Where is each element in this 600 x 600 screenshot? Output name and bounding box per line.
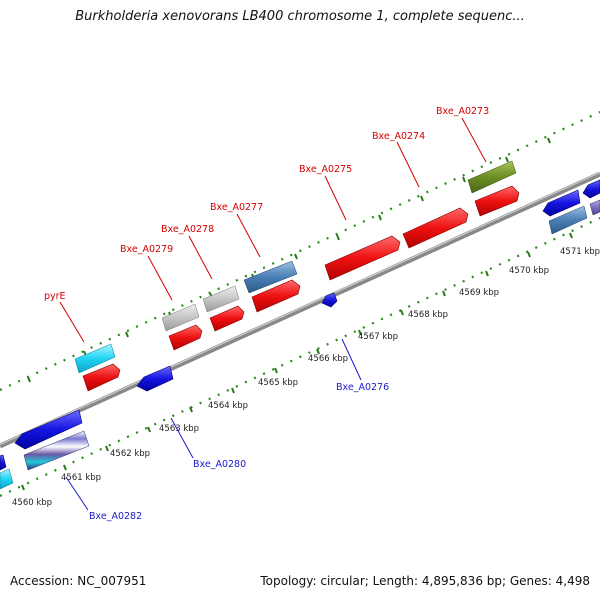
reverse-tick-axis <box>0 217 600 497</box>
gene-arrow-bxe-a0278[interactable] <box>209 305 245 332</box>
feature-block-gray[interactable] <box>202 285 240 313</box>
gene-arrow-bxe-a0282[interactable] <box>14 409 83 450</box>
gene-label[interactable]: Bxe_A0274 <box>372 131 425 142</box>
feature-block-steelblue[interactable] <box>243 260 298 294</box>
reverse-major-ticks <box>21 232 573 491</box>
gene-arrow-bxe-a0277[interactable] <box>251 279 301 313</box>
feature-block-cyan[interactable] <box>0 468 14 490</box>
scale-label: 4564 kbp <box>208 401 248 411</box>
feature-block-striped[interactable] <box>23 430 90 471</box>
gene-label[interactable]: Bxe_A0276 <box>336 382 389 393</box>
scale-label: 4561 kbp <box>61 473 101 483</box>
gene-arrow-right-edge[interactable] <box>582 179 600 199</box>
gene-label[interactable]: Bxe_A0278 <box>161 224 214 235</box>
gene-label[interactable]: Bxe_A0280 <box>193 459 246 470</box>
gene-arrow-left-edge[interactable] <box>0 454 7 471</box>
gene-arrow-right-edge[interactable] <box>542 189 581 217</box>
scale-label: 4569 kbp <box>459 288 499 298</box>
gene-arrow-pyre[interactable] <box>82 363 121 392</box>
topology-label: Topology: circular; Length: 4,895,836 bp… <box>260 574 590 588</box>
reverse-label-leaders <box>65 338 362 511</box>
gene-arrow-bxe-a0275[interactable] <box>324 235 401 281</box>
gene-label[interactable]: Bxe_A0275 <box>299 164 352 175</box>
scale-label: 4568 kbp <box>408 310 448 320</box>
scale-label: 4570 kbp <box>509 266 549 276</box>
scale-label: 4563 kbp <box>159 424 199 434</box>
chromosome-backbone-highlight <box>0 171 600 446</box>
scale-label: 4565 kbp <box>258 378 298 388</box>
accession-label: Accession: NC_007951 <box>10 574 147 588</box>
scale-label: 4571 kbp <box>560 247 600 257</box>
forward-tick-axis <box>0 111 600 391</box>
forward-features <box>74 160 517 374</box>
feature-block-steelblue[interactable] <box>548 205 588 235</box>
chromosome-backbone <box>0 171 600 449</box>
feature-block-gray[interactable] <box>161 303 200 332</box>
feature-block-cyan[interactable] <box>74 343 116 374</box>
scale-label: 4560 kbp <box>12 498 52 508</box>
gene-arrow-bxe-a0279[interactable] <box>168 324 203 351</box>
map-title: Burkholderia xenovorans LB400 chromosome… <box>75 9 525 24</box>
gene-arrow-bxe-a0273[interactable] <box>474 185 520 217</box>
scale-label: 4562 kbp <box>110 449 150 459</box>
scale-label: 4566 kbp <box>308 354 348 364</box>
gene-label[interactable]: Bxe_A0277 <box>210 202 263 213</box>
gene-label[interactable]: Bxe_A0282 <box>89 511 142 522</box>
gene-arrow-bxe-a0274[interactable] <box>402 207 469 249</box>
gene-arrow-bxe-a0276[interactable] <box>321 292 338 308</box>
gene-label[interactable]: Bxe_A0273 <box>436 106 489 117</box>
forward-label-leaders <box>59 117 487 343</box>
reverse-features <box>0 199 600 490</box>
gene-label[interactable]: Bxe_A0279 <box>120 244 173 255</box>
gene-arrow-bxe-a0280[interactable] <box>136 365 174 392</box>
scale-label: 4567 kbp <box>358 332 398 342</box>
gene-label[interactable]: pyrE <box>44 291 66 302</box>
forward-major-ticks <box>27 137 551 383</box>
forward-genes <box>82 185 520 392</box>
reverse-genes <box>0 179 600 471</box>
feature-block-olive[interactable] <box>467 160 517 194</box>
feature-block-purple[interactable] <box>589 199 600 216</box>
